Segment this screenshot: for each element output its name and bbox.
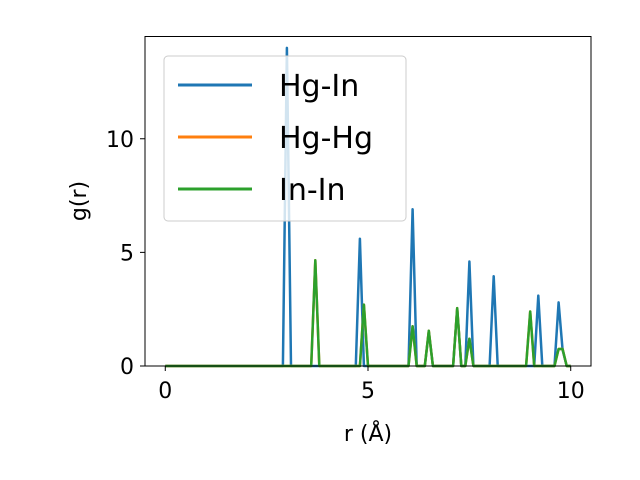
y-tick-label: 5 (120, 241, 134, 266)
series-line-in-in (165, 259, 571, 368)
legend: Hg-In Hg-Hg In-In (163, 55, 407, 222)
legend-label-in-in: In-In (279, 173, 346, 208)
y-tick-label: 10 (106, 128, 134, 153)
x-axis: 0 5 10 (158, 366, 585, 404)
y-axis: 0 5 10 (106, 128, 145, 380)
y-tick-label: 0 (120, 355, 134, 380)
x-tick-label: 0 (158, 379, 172, 404)
x-tick-label: 10 (557, 379, 585, 404)
x-axis-label: r (Å) (344, 420, 392, 447)
y-axis-label: g(r) (67, 181, 92, 221)
x-tick-label: 5 (361, 379, 375, 404)
legend-box (163, 55, 407, 222)
legend-label-hg-in: Hg-In (279, 69, 359, 104)
legend-label-hg-hg: Hg-Hg (279, 121, 373, 156)
